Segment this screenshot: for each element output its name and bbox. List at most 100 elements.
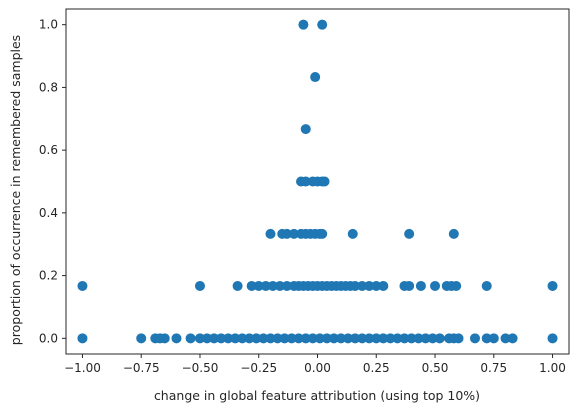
scatter-point <box>77 333 88 344</box>
scatter-point <box>194 333 205 344</box>
scatter-point <box>267 280 278 291</box>
scatter-point <box>300 176 311 187</box>
x-tick-label: −0.50 <box>182 361 219 375</box>
scatter-point <box>451 280 462 291</box>
scatter-point <box>300 124 311 135</box>
scatter-point <box>481 333 492 344</box>
scatter-point <box>286 333 297 344</box>
scatter-point <box>500 333 511 344</box>
scatter-point <box>216 333 227 344</box>
scatter-point <box>260 280 271 291</box>
scatter-point <box>246 280 257 291</box>
y-tick-label: 0.6 <box>39 143 58 157</box>
data-points <box>77 19 558 344</box>
scatter-point <box>399 333 410 344</box>
scatter-point <box>336 333 347 344</box>
x-tick-label: 0.25 <box>363 361 390 375</box>
scatter-point <box>159 333 170 344</box>
scatter-point <box>293 333 304 344</box>
scatter-point <box>481 280 492 291</box>
scatter-point <box>371 280 382 291</box>
scatter-point <box>314 333 325 344</box>
scatter-point <box>251 333 262 344</box>
x-tick-label: 0.50 <box>422 361 449 375</box>
scatter-point <box>434 333 445 344</box>
scatter-point <box>265 228 276 239</box>
x-tick-label: −0.75 <box>123 361 160 375</box>
x-tick-label: 0.75 <box>480 361 507 375</box>
scatter-point <box>300 333 311 344</box>
scatter-point <box>430 280 441 291</box>
scatter-point <box>406 333 417 344</box>
scatter-point <box>427 333 438 344</box>
x-axis-label: change in global feature attribution (us… <box>154 388 480 403</box>
x-tick-label: −0.25 <box>240 361 277 375</box>
scatter-point <box>547 333 558 344</box>
scatter-point <box>223 333 234 344</box>
scatter-point <box>357 333 368 344</box>
x-axis-ticks: −1.00 −0.75 −0.50 −0.25 0.00 0.25 0.50 0.75 1.00 <box>64 354 566 375</box>
scatter-point <box>319 176 330 187</box>
scatter-point <box>364 280 375 291</box>
scatter-point <box>321 333 332 344</box>
scatter-point <box>288 228 299 239</box>
scatter-point <box>547 280 558 291</box>
scatter-point <box>317 19 328 30</box>
scatter-point <box>317 228 328 239</box>
scatter-point <box>448 228 459 239</box>
scatter-point <box>253 280 264 291</box>
x-tick-label: −1.00 <box>64 361 101 375</box>
scatter-point <box>328 333 339 344</box>
x-tick-label: 0.00 <box>304 361 331 375</box>
y-axis-label: proportion of occurrence in remembered s… <box>8 35 23 345</box>
scatter-point <box>415 280 426 291</box>
scatter-point <box>202 333 213 344</box>
scatter-point <box>230 333 241 344</box>
scatter-point <box>453 333 464 344</box>
scatter-point <box>371 333 382 344</box>
scatter-point <box>364 333 375 344</box>
scatter-point <box>265 333 276 344</box>
scatter-point <box>350 280 361 291</box>
y-tick-label: 0.2 <box>39 269 58 283</box>
scatter-point <box>274 280 285 291</box>
scatter-point <box>378 333 389 344</box>
y-tick-label: 0.0 <box>39 331 58 345</box>
scatter-point <box>281 228 292 239</box>
scatter-point <box>281 280 292 291</box>
scatter-point <box>378 280 389 291</box>
scatter-point <box>237 333 248 344</box>
scatter-point <box>347 228 358 239</box>
scatter-point <box>258 333 269 344</box>
scatter-point <box>420 333 431 344</box>
scatter-point <box>171 333 182 344</box>
y-tick-label: 0.4 <box>39 206 58 220</box>
scatter-point <box>298 19 309 30</box>
scatter-point <box>392 333 403 344</box>
scatter-point <box>343 333 354 344</box>
scatter-point <box>232 280 243 291</box>
x-tick-label: 1.00 <box>539 361 566 375</box>
scatter-point <box>413 333 424 344</box>
y-tick-label: 1.0 <box>39 18 58 32</box>
scatter-point <box>136 333 147 344</box>
scatter-point <box>404 280 415 291</box>
y-tick-label: 0.8 <box>39 80 58 94</box>
scatter-point <box>357 280 368 291</box>
scatter-point <box>350 333 361 344</box>
scatter-point <box>404 228 415 239</box>
scatter-point <box>185 333 196 344</box>
scatter-point <box>209 333 220 344</box>
scatter-point <box>279 333 290 344</box>
scatter-point <box>507 333 518 344</box>
scatter-point <box>77 280 88 291</box>
scatter-point <box>244 333 255 344</box>
scatter-point <box>310 72 321 83</box>
scatter-point <box>307 333 318 344</box>
scatter-point <box>488 333 499 344</box>
scatter-point <box>194 280 205 291</box>
scatter-point <box>272 333 283 344</box>
scatter-point <box>385 333 396 344</box>
